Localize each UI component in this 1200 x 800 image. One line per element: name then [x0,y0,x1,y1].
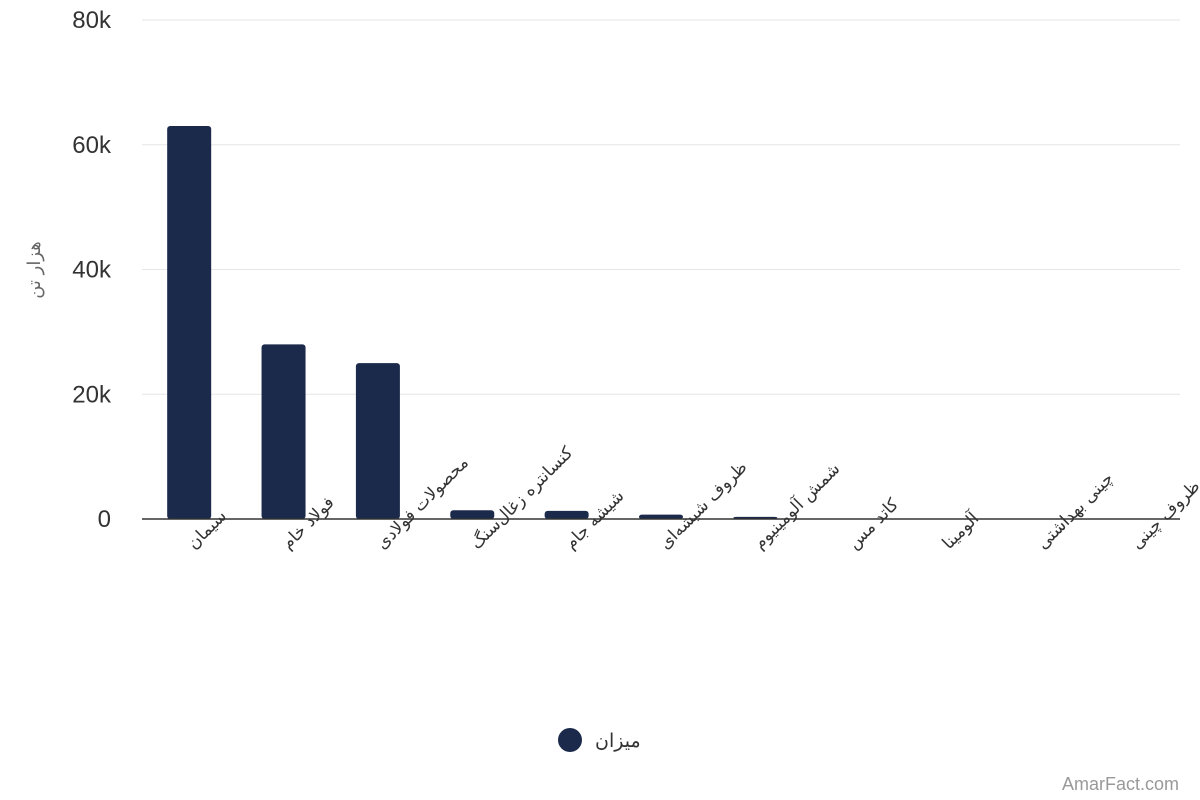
grid-lines [142,19,1180,395]
bar[interactable] [261,344,306,519]
y-tick-label: 80k [72,7,112,34]
x-tick-label: ظروف شیشه‌ای [655,457,751,553]
legend-label[interactable]: میزان [595,730,641,752]
credit-link[interactable]: AmarFact.com [1062,774,1179,794]
x-tick-label: چینی بهداشتی [1033,469,1118,554]
x-tick-label: کنسانتره زغال‌سنگ [466,442,578,554]
y-tick-label: 60k [72,132,112,159]
y-tick-label: 20k [72,381,112,408]
x-tick-label: آلومینا [937,507,984,554]
x-tick-label: شیشه جام [561,486,628,553]
x-tick-label: کاتد مس [844,494,903,553]
legend[interactable]: میزان [558,728,641,752]
y-tick-label: 0 [98,506,111,533]
y-tick-label: 40k [72,257,112,284]
bar[interactable] [544,510,589,519]
bar[interactable] [639,514,683,519]
legend-swatch[interactable] [558,728,582,752]
bar[interactable] [450,510,495,519]
y-axis-label: هزار تن [24,241,45,299]
x-tick-label: شمش آلومینیوم [748,458,844,554]
bar[interactable] [167,126,212,519]
bars [167,126,1155,519]
y-axis-ticks: 0 20k 40k 60k 80k [72,7,112,533]
x-tick-label: ظروف چینی [1127,476,1200,553]
bar[interactable] [355,363,400,519]
